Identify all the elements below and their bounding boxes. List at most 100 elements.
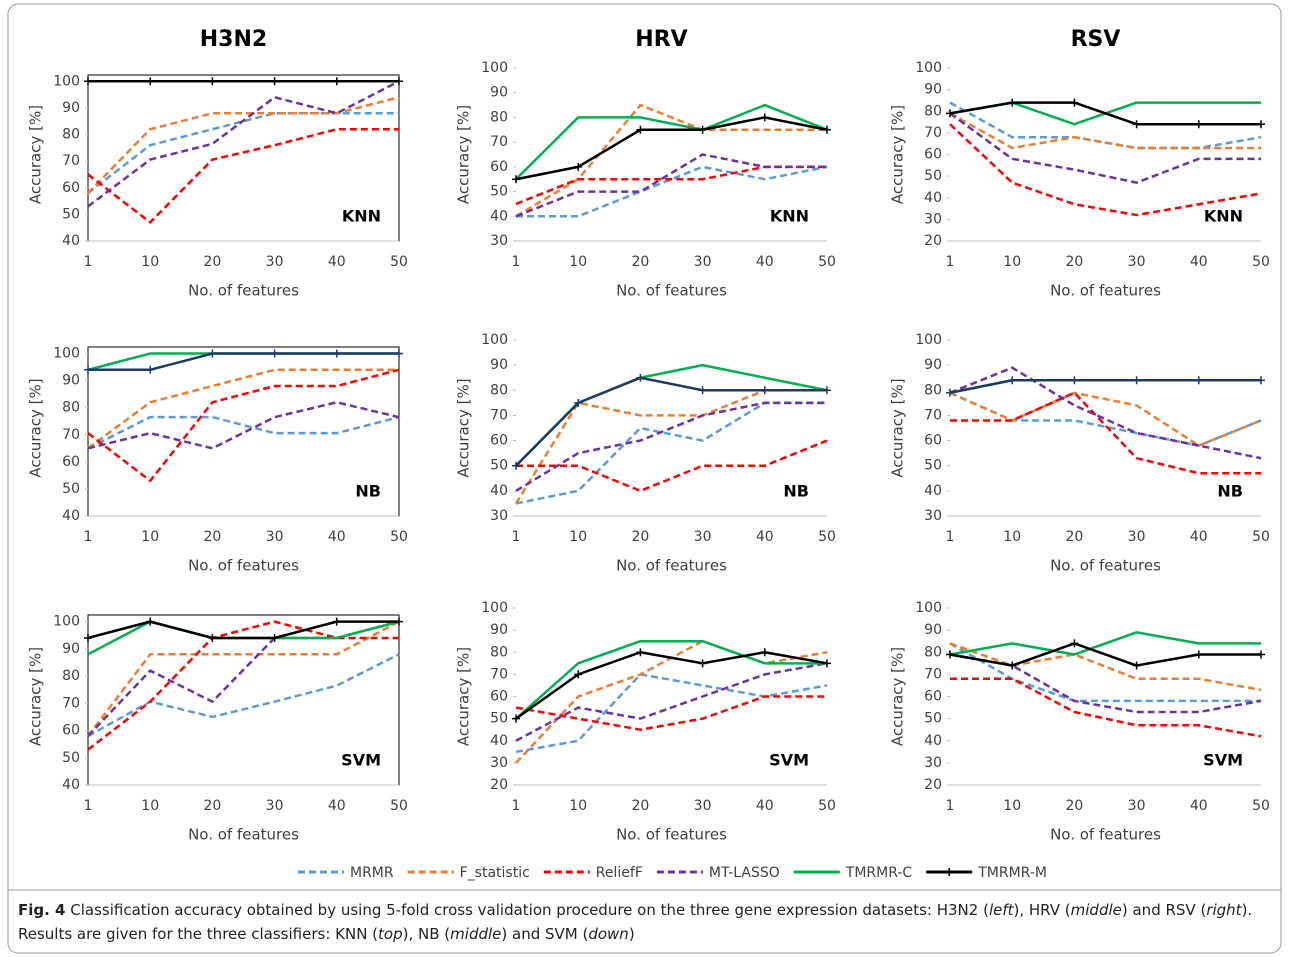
point-marker	[208, 77, 217, 86]
legend-label: TMRMR-C	[845, 865, 913, 881]
caption: Fig. 4 Classification accuracy obtained …	[18, 898, 1268, 946]
x-tick-label: 30	[1128, 529, 1146, 545]
series-line	[950, 677, 1262, 738]
series-line	[949, 642, 1261, 667]
x-tick-label: 10	[569, 529, 587, 545]
x-tick-label: 20	[631, 798, 649, 814]
point-marker	[332, 349, 341, 358]
point-marker	[760, 648, 769, 657]
series-line	[87, 352, 399, 371]
y-tick-label: 80	[490, 644, 508, 660]
y-tick-label: 80	[490, 109, 508, 125]
y-tick-label: 50	[62, 206, 80, 222]
point-marker	[1194, 650, 1203, 659]
series-line	[949, 378, 1261, 395]
y-tick-label: 100	[481, 332, 508, 348]
y-tick-label: 50	[924, 458, 942, 474]
x-tick-label: 50	[1252, 798, 1270, 814]
classifier-label: KNN	[342, 207, 381, 226]
caption-text: right	[1206, 901, 1242, 919]
point-marker	[1257, 650, 1265, 659]
series-line	[516, 165, 828, 218]
point-marker	[208, 349, 217, 358]
caption-text: down	[588, 925, 629, 943]
y-tick-label: 90	[490, 622, 508, 638]
caption-text: middle	[450, 925, 502, 943]
y-tick-label: 100	[53, 73, 80, 89]
classifier-label: SVM	[769, 751, 809, 770]
x-tick-label: 30	[694, 798, 712, 814]
y-tick-label: 60	[924, 689, 942, 705]
x-tick-label: 20	[1065, 254, 1083, 270]
legend-marker	[945, 868, 954, 876]
series-line	[515, 103, 827, 218]
classifier-label: KNN	[770, 207, 809, 226]
series-line	[949, 642, 1262, 692]
point-marker	[1070, 98, 1079, 107]
point-marker	[636, 125, 645, 134]
y-tick-label: 70	[924, 666, 942, 682]
y-tick-label: 80	[62, 668, 80, 684]
caption-text: ), NB (	[402, 925, 451, 943]
x-tick-label: 40	[1190, 529, 1208, 545]
point-marker	[1070, 376, 1079, 385]
y-tick-label: 40	[490, 733, 508, 749]
x-tick-label: 20	[203, 529, 221, 545]
series-line	[87, 401, 400, 450]
y-tick-label: 20	[490, 777, 508, 793]
x-tick-label: 20	[631, 529, 649, 545]
x-tick-label: 20	[203, 254, 221, 270]
point-marker	[1132, 661, 1141, 670]
point-marker	[574, 670, 583, 679]
series-line	[950, 391, 1261, 475]
y-tick-label: 40	[924, 483, 942, 499]
series-line	[949, 391, 1262, 447]
y-tick-label: 100	[915, 60, 942, 76]
series-line	[515, 116, 828, 181]
point-marker	[946, 109, 954, 118]
y-tick-label: 70	[490, 134, 508, 150]
y-tick-label: 20	[924, 233, 942, 249]
x-tick-label: 50	[818, 254, 836, 270]
point-marker	[332, 617, 341, 626]
point-marker	[84, 633, 92, 642]
y-axis-label: Accuracy [%]	[27, 378, 45, 477]
point-marker	[1257, 376, 1265, 385]
point-marker	[636, 648, 645, 657]
y-tick-label: 100	[915, 332, 942, 348]
series-line	[514, 389, 827, 505]
y-tick-label: 60	[490, 689, 508, 705]
y-tick-label: 70	[924, 407, 942, 423]
series-line	[87, 368, 399, 450]
series-line	[515, 401, 827, 492]
y-tick-label: 90	[490, 357, 508, 373]
plot-frame	[87, 346, 400, 517]
series-line	[949, 391, 1262, 447]
y-tick-label: 100	[915, 600, 942, 616]
y-tick-label: 60	[490, 159, 508, 175]
series-line	[87, 80, 400, 208]
point-marker	[698, 125, 707, 134]
x-tick-label: 40	[1190, 798, 1208, 814]
x-tick-label: 50	[818, 529, 836, 545]
y-tick-label: 90	[924, 357, 942, 373]
series-line	[949, 123, 1262, 217]
classifier-label: SVM	[341, 751, 381, 770]
series-line	[515, 662, 828, 742]
legend-label: F_statistic	[460, 865, 530, 881]
series-line	[515, 153, 827, 218]
column-title: RSV	[1071, 27, 1121, 52]
series-line	[515, 651, 828, 720]
x-tick-label: 20	[1065, 798, 1083, 814]
point-marker	[760, 386, 769, 395]
y-tick-label: 50	[62, 481, 80, 497]
x-tick-label: 10	[1003, 254, 1021, 270]
series-line	[87, 111, 399, 195]
y-tick-label: 90	[62, 641, 80, 657]
y-tick-label: 30	[490, 508, 508, 524]
point-marker	[270, 77, 279, 86]
y-axis-label: Accuracy [%]	[27, 647, 45, 746]
point-marker	[270, 349, 279, 358]
y-tick-label: 100	[53, 614, 80, 630]
